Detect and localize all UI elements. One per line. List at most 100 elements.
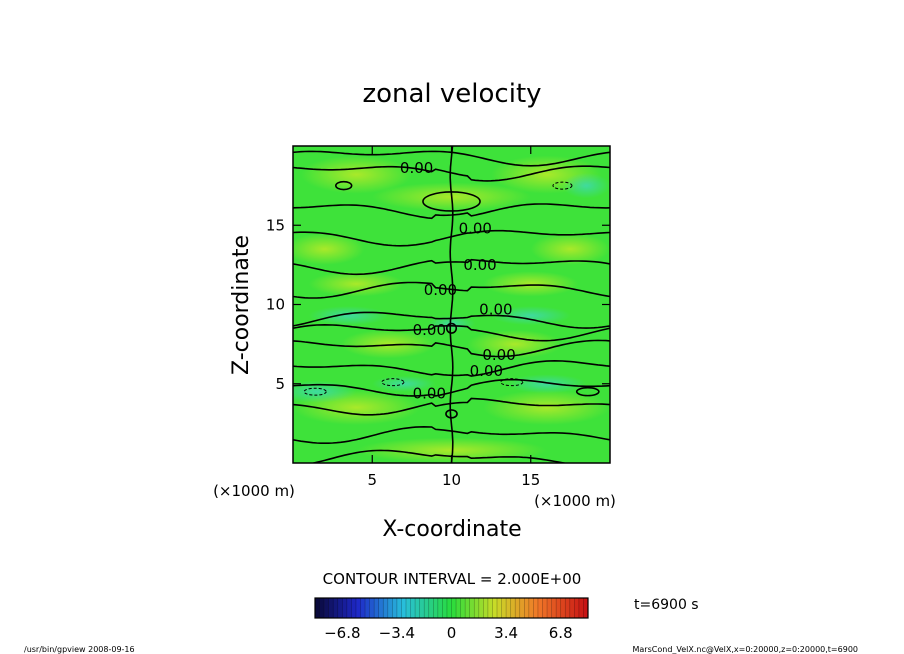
light-region — [308, 271, 404, 297]
axis-ticks — [293, 146, 610, 463]
contour-line — [293, 323, 610, 342]
contour-label: 0.00 — [479, 300, 512, 318]
colorbar-tick-label: −6.8 — [324, 624, 360, 642]
colorbar-cell — [428, 598, 434, 618]
light-region — [530, 233, 610, 265]
colorbar — [314, 598, 589, 618]
cyan-region — [491, 306, 571, 326]
colorbar-cell — [474, 598, 480, 618]
contour-labels: 0.000.000.000.000.000.000.000.000.00 — [400, 159, 516, 402]
contour-label: 0.00 — [482, 346, 515, 364]
colorbar-cell — [406, 598, 411, 618]
contour-label: 0.00 — [413, 384, 446, 402]
colorbar-cell — [528, 598, 534, 618]
contour-line — [293, 359, 610, 377]
contour-closed — [445, 322, 458, 334]
colorbar-cell — [355, 598, 361, 618]
colorbar-frame — [314, 597, 589, 619]
colorbar-cell — [424, 598, 430, 618]
cyan-region — [308, 306, 389, 326]
colorbar-cell — [460, 598, 466, 618]
colorbar-cell — [346, 598, 352, 618]
colorbar-tick-label: −3.4 — [379, 624, 415, 642]
colorbar-cell — [433, 598, 439, 618]
contour-label: 0.00 — [413, 321, 446, 339]
colorbar-cell — [410, 598, 416, 618]
colorbar-cell — [551, 598, 557, 618]
colorbar-cell — [415, 598, 420, 618]
contour-line — [293, 258, 610, 276]
contour-line — [293, 311, 610, 329]
contour-line — [293, 281, 610, 299]
colorbar-tick-label: 6.8 — [549, 624, 573, 642]
colorbar-cell — [487, 598, 493, 618]
y-tick-label: 15 — [266, 216, 285, 234]
light-region — [483, 390, 610, 425]
colorbar-cell — [324, 598, 329, 618]
colorbar-cell — [510, 598, 516, 618]
colorbar-cell — [451, 598, 457, 618]
colorbar-cell — [351, 598, 357, 618]
colorbar-cell — [583, 598, 589, 618]
colorbar-tick-label: 3.4 — [494, 624, 518, 642]
plot-area: 0.000.000.000.000.000.000.000.000.00 — [292, 145, 611, 464]
contour-negative — [303, 387, 327, 396]
colorbar-tick-labels: −6.8 −3.4 0 3.4 6.8 — [324, 624, 573, 642]
colorbar-cell — [537, 598, 543, 618]
colorbar-cell — [446, 598, 452, 618]
colorbar-cell — [342, 598, 348, 618]
contour-label: 0.00 — [459, 219, 492, 237]
contour-negative — [500, 378, 524, 387]
footer-right: MarsCond_VelX.nc@VelX,x=0:20000,z=0:2000… — [633, 645, 859, 654]
contour-negative — [381, 378, 405, 387]
colorbar-cell — [556, 598, 561, 618]
colorbar-cell — [360, 598, 366, 618]
x-tick-label: 5 — [367, 471, 377, 489]
colorbar-cell — [383, 598, 389, 618]
y-axis-title: Z-coordinate — [229, 235, 254, 375]
colorbar-cell — [319, 598, 325, 618]
time-label: t=6900 s — [634, 597, 699, 613]
colorbar-cell — [483, 598, 489, 618]
x-tick-label: 10 — [442, 471, 461, 489]
colorbar-cell — [328, 598, 334, 618]
light-region — [340, 329, 436, 359]
cyan-region — [372, 375, 436, 392]
x-axis-title: X-coordinate — [382, 517, 521, 542]
colorbar-cell — [519, 598, 525, 618]
colorbar-cell — [565, 598, 571, 618]
contour-label: 0.00 — [424, 281, 457, 299]
contour-interval-text: CONTOUR INTERVAL = 2.000E+00 — [323, 570, 582, 588]
colorbar-cell — [578, 598, 584, 618]
colorbar-cell — [524, 598, 530, 618]
colorbar-cell — [497, 598, 502, 618]
colorbar-cell — [478, 598, 484, 618]
x-tick-labels: 5 10 15 — [367, 471, 540, 489]
colorbar-cell — [501, 598, 507, 618]
colorbar-cell — [560, 598, 566, 618]
colorbar-cell — [396, 598, 402, 618]
colorbar-cell — [437, 598, 443, 618]
contour-negative — [552, 181, 573, 190]
colorbar-cell — [574, 598, 580, 618]
colorbar-cell — [456, 598, 461, 618]
y-unit-label: (×1000 m) — [534, 492, 616, 510]
contour-closed — [575, 386, 600, 397]
contour-line — [293, 203, 610, 220]
colorbar-cell — [392, 598, 398, 618]
contour-line — [293, 397, 610, 416]
contour-closed — [334, 180, 353, 191]
chart-title: zonal velocity — [362, 79, 541, 109]
colorbar-cell — [369, 598, 375, 618]
colorbar-cell — [374, 598, 379, 618]
footer-left: /usr/bin/gpview 2008-09-16 — [24, 645, 135, 654]
colorbar-cell — [465, 598, 470, 618]
colorbar-cell — [533, 598, 539, 618]
colorbar-cell — [401, 598, 407, 618]
colorbar-cell — [492, 598, 498, 618]
contour-lines — [293, 146, 610, 463]
y-tick-label: 5 — [275, 375, 285, 393]
contour-closed — [445, 409, 458, 419]
colorbar-cell — [378, 598, 384, 618]
